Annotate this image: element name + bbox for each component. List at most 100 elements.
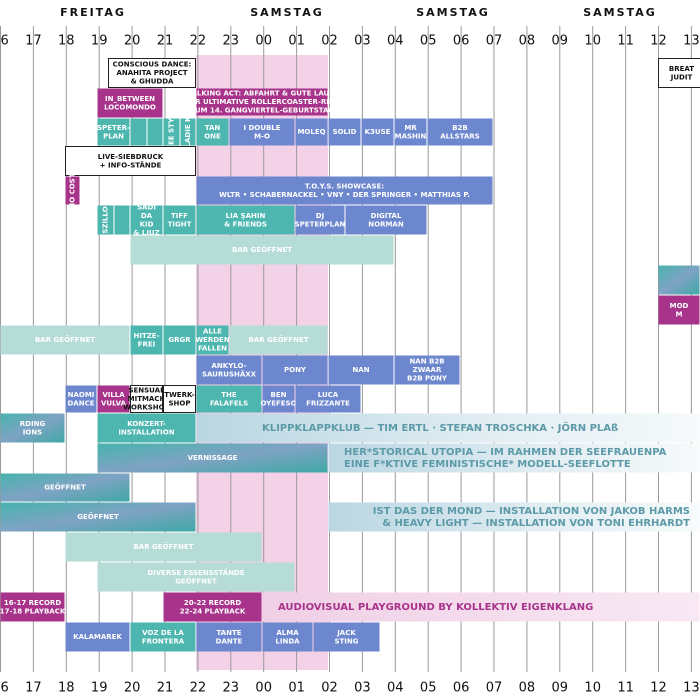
event-label: NAN — [352, 366, 369, 374]
event-label: NAOMI — [68, 391, 95, 399]
event-label: JACK — [336, 629, 356, 637]
event-box — [163, 118, 180, 146]
event-box — [394, 118, 427, 146]
event-box — [65, 146, 196, 176]
event-box — [196, 622, 262, 652]
hour-label: 07 — [486, 34, 503, 49]
event-label: K3USE — [365, 128, 391, 136]
event-label: SPETERPLAN — [295, 220, 346, 228]
event-box — [262, 355, 328, 385]
event-label: DANCE — [67, 399, 94, 407]
event-label: & HEAVY LIGHT — INSTALLATION VON TONI EH… — [382, 518, 690, 529]
event-box — [328, 502, 700, 532]
event-label: SPETER- — [97, 124, 130, 132]
hour-label: 13 — [683, 34, 700, 49]
hour-label: 01 — [288, 681, 305, 696]
event-label: 20-22 RECORD — [184, 599, 241, 607]
event-label: + INFO-STÄNDE — [100, 160, 162, 169]
event-label: TWERK- — [164, 391, 194, 399]
event-label: CONSCIOUS DANCE: — [113, 61, 192, 69]
event-label: GEÖFFNET — [44, 483, 86, 492]
event-label: PONY — [284, 366, 307, 374]
hour-label: 22 — [190, 681, 207, 696]
hour-label: 01 — [288, 34, 305, 49]
event-box — [163, 325, 196, 355]
event-label: M — [676, 310, 683, 318]
event-box — [180, 118, 196, 146]
event-label: SZILLO — [102, 206, 110, 233]
event-box — [163, 205, 196, 235]
hour-label: 06 — [453, 681, 470, 696]
event-label: MIO COSTA — [69, 168, 77, 212]
event-label: LOCOMONDO — [104, 103, 156, 111]
event-box — [97, 443, 328, 473]
event-label: ALLSTARS — [440, 132, 479, 140]
event-label: VOZ DE LA — [142, 629, 184, 637]
hour-label: 05 — [420, 681, 437, 696]
hour-label: 21 — [157, 681, 174, 696]
hour-label: 00 — [255, 681, 272, 696]
event-box — [196, 325, 229, 355]
hour-label: 16 — [0, 681, 9, 696]
event-box — [295, 118, 328, 146]
event-box — [196, 88, 328, 116]
event-box — [108, 58, 196, 88]
event-box — [114, 205, 130, 235]
event-label: GRGR — [168, 336, 191, 344]
hour-label: 19 — [91, 681, 108, 696]
hour-label: 02 — [321, 34, 338, 49]
event-label: ANKYLO- — [212, 362, 247, 370]
event-label: SENSUAL — [128, 387, 165, 395]
event-box — [196, 385, 262, 413]
event-box — [427, 118, 493, 146]
event-label: & FRIENDS — [224, 220, 267, 228]
event-label: ALMA — [276, 629, 299, 637]
event-label: FALAFELS — [210, 399, 248, 407]
event-label: KALAMAREK — [73, 633, 122, 641]
event-label: B2B PONY — [407, 375, 448, 383]
event-box — [229, 325, 328, 355]
event-label: WORKSHOP — [123, 404, 169, 412]
hour-label: 11 — [617, 34, 634, 49]
hour-label: 02 — [321, 681, 338, 696]
event-box — [196, 355, 262, 385]
hour-label: 13 — [683, 681, 700, 696]
event-label: TANTE — [216, 629, 241, 637]
event-label: LADIE K — [184, 116, 192, 148]
event-box — [130, 235, 394, 265]
event-label: MITMACH — [128, 395, 166, 403]
event-box — [196, 205, 295, 235]
event-label: INSTALLATION — [118, 428, 174, 436]
hour-label: 06 — [453, 34, 470, 49]
event-box — [328, 118, 361, 146]
event-box — [0, 413, 65, 443]
event-label: LINDA — [275, 637, 300, 645]
event-box — [658, 265, 700, 295]
event-label: KLIPPKLAPPKLUB — TIM ERTL · STEFAN TROSC… — [262, 420, 618, 434]
event-label: IN_BETWEEN — [105, 95, 155, 103]
event-label: VILLA — [102, 391, 125, 399]
event-box — [262, 622, 313, 652]
event-label: FALLEN — [198, 345, 227, 353]
hour-label: 07 — [486, 681, 503, 696]
event-label: LUCA — [318, 391, 339, 399]
event-label: WERDEN — [195, 336, 229, 344]
event-box — [196, 118, 229, 146]
event-label: MASHIN — [395, 132, 427, 140]
event-label: FREI — [138, 340, 156, 348]
hour-label: 08 — [519, 34, 536, 49]
event-box — [65, 385, 97, 413]
event-label: BAR GEÖFFNET — [232, 245, 292, 254]
hour-label: 17 — [25, 34, 42, 49]
event-label: KID — [140, 220, 154, 228]
event-box — [0, 592, 65, 622]
event-label: SHOP — [169, 399, 191, 407]
event-label: FRIZZANTE — [306, 399, 350, 407]
event-box — [65, 176, 80, 205]
event-label: AUDIOVISUAL PLAYGROUND BY KOLLEKTIV EIGE… — [278, 602, 593, 613]
hour-label: 09 — [552, 34, 569, 49]
event-label: M-O — [254, 132, 270, 140]
event-label: THE — [221, 391, 237, 399]
hour-label: 18 — [58, 681, 75, 696]
